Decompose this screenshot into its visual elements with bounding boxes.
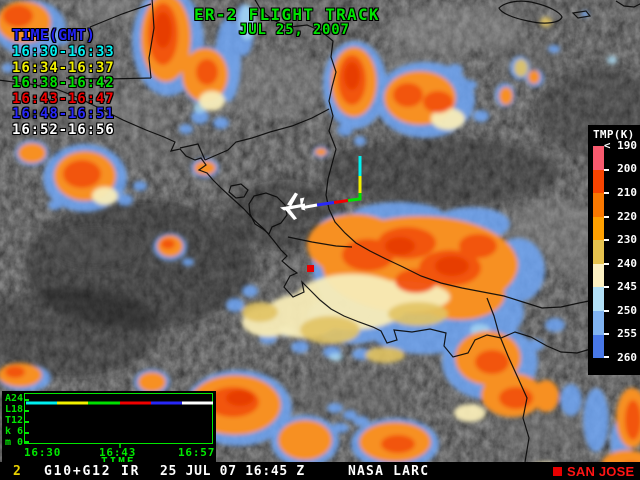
y-axis-letter: m xyxy=(5,437,12,448)
colorbar-seg xyxy=(593,216,604,241)
time-legend-entry-1: 16:30-16:33 xyxy=(12,44,115,60)
agency-label: NASA LARC xyxy=(348,464,430,479)
colorbar-tick xyxy=(604,333,609,335)
colorbar-seg xyxy=(593,169,604,194)
product-label: G10+G12 IR xyxy=(44,464,141,479)
colorbar-tick-label: 260 xyxy=(617,351,637,364)
time-legend-header: TIME(GMT) xyxy=(12,26,96,44)
colorbar-seg xyxy=(593,263,604,288)
time-legend-entry-2: 16:34-16:37 xyxy=(12,59,115,76)
y-axis-tick xyxy=(25,399,29,401)
track-leg-5 xyxy=(316,201,335,207)
time-legend-entry-6: 16:52-16:56 xyxy=(12,121,115,138)
colorbar-gradient xyxy=(593,146,604,359)
y-tick-label: 6 xyxy=(16,426,23,437)
y-axis-tick xyxy=(25,410,29,412)
colorbar-tick-label: 245 xyxy=(617,280,637,293)
colorbar-seg xyxy=(593,287,604,311)
colorbar-tick-label: 230 xyxy=(617,233,637,246)
colorbar-seg xyxy=(593,146,604,170)
flight-track-path xyxy=(302,156,362,209)
y-axis-letter: L xyxy=(5,404,12,415)
coastline-borders xyxy=(0,0,640,463)
colorbar-tick-label: 200 xyxy=(617,162,637,175)
colorbar-tick xyxy=(604,263,609,265)
colorbar-seg xyxy=(593,240,604,264)
colorbar-tick-label: 255 xyxy=(617,327,637,340)
y-tick-label: 24 xyxy=(10,393,23,404)
colorbar-tick xyxy=(604,169,609,171)
status-bar: 2 G10+G12 IR 25 JUL 07 16:45 Z NASA LARC… xyxy=(0,462,640,480)
colorbar-tick xyxy=(604,192,609,194)
y-axis-letter: k xyxy=(5,426,12,437)
y-axis-tick xyxy=(25,421,29,423)
colorbar-seg xyxy=(593,334,604,359)
colorbar-tick xyxy=(604,356,609,358)
colorbar-tick-label: 240 xyxy=(617,257,637,270)
san-jose-label: SAN JOSE xyxy=(567,464,635,479)
x-tick-label: 16:43 xyxy=(99,446,137,459)
san-jose-legend-square xyxy=(553,467,562,476)
colorbar-tick-label: 250 xyxy=(617,304,637,317)
time-legend-entry-5: 16:48-16:51 xyxy=(12,106,115,123)
temperature-colorbar: TMP(K) < 190 200 210 220 230 240 245 250… xyxy=(588,125,640,375)
time-legend-entry-3: 16:38-16:42 xyxy=(12,75,115,92)
y-axis-letter: A xyxy=(5,393,12,404)
y-tick-label: 12 xyxy=(10,415,23,426)
y-axis-tick xyxy=(25,432,29,434)
time-legend-entry-4: 16:43-16:47 xyxy=(12,90,115,107)
altitude-time-plot: A L T k m 24 18 12 6 0 16:30 16:43 16:57… xyxy=(2,391,216,468)
er2-aircraft-icon xyxy=(280,192,306,220)
track-leg-4 xyxy=(333,199,349,204)
channel-number: 2 xyxy=(13,464,21,479)
page-date: JUL 25, 2007 xyxy=(239,22,350,38)
colorbar-seg xyxy=(593,310,604,335)
colorbar-tick xyxy=(604,239,609,241)
altitude-line-chart xyxy=(26,401,213,448)
track-leg-6 xyxy=(302,203,318,209)
x-tick-label: 16:30 xyxy=(24,446,62,459)
plot-frame xyxy=(24,393,213,444)
colorbar-tick-label: 220 xyxy=(617,210,637,223)
y-axis-letter: T xyxy=(5,415,12,426)
colorbar-tick-label: 210 xyxy=(617,186,637,199)
y-tick-label: 0 xyxy=(16,437,23,448)
datetime-label: 25 JUL 07 16:45 Z xyxy=(160,464,305,479)
colorbar-tick-label: < 190 xyxy=(603,139,637,152)
san-jose-map-marker xyxy=(307,265,314,272)
time-legend: TIME(GMT) 16:30-16:33 16:34-16:37 16:38-… xyxy=(12,26,115,139)
colorbar-title: TMP(K) xyxy=(593,128,635,141)
colorbar-tick xyxy=(604,286,609,288)
colorbar-tick xyxy=(604,310,609,312)
x-tick-label: 16:57 xyxy=(178,446,216,459)
y-axis-tick xyxy=(25,441,29,443)
y-tick-label: 18 xyxy=(10,404,23,415)
track-leg-3 xyxy=(347,193,362,202)
colorbar-seg xyxy=(593,193,604,217)
colorbar-tick xyxy=(604,216,609,218)
page-title: ER-2 FLIGHT TRACK xyxy=(194,5,380,24)
